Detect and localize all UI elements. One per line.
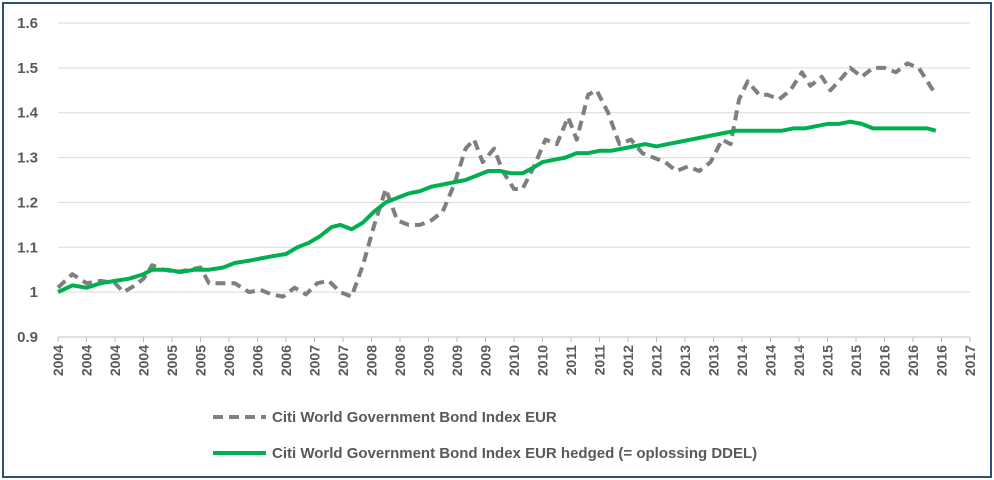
y-tick-label: 1.1 — [17, 239, 38, 256]
x-tick-label: 2006 — [278, 345, 294, 376]
x-tick-label: 2007 — [307, 345, 323, 376]
x-tick-label: 2011 — [592, 345, 608, 376]
series-group — [58, 63, 936, 296]
x-tick-label: 2014 — [734, 345, 750, 376]
x-tick-label: 2015 — [820, 345, 836, 376]
x-tick-label: 2012 — [620, 345, 636, 376]
x-tick-label: 2008 — [392, 345, 408, 376]
y-tick-label: 1.4 — [17, 105, 39, 122]
y-axis: 0.9 1 1.1 1.2 1.3 1.4 1.5 1.6 — [17, 15, 39, 346]
x-tick-label: 2009 — [421, 345, 437, 376]
x-tick-label: 2017 — [962, 345, 978, 376]
x-tick-label: 2014 — [791, 345, 807, 376]
x-tick-label: 2009 — [449, 345, 465, 376]
x-tick-label: 2007 — [335, 345, 351, 376]
x-tick-label: 2010 — [506, 345, 522, 376]
x-tick-label: 2016 — [934, 345, 950, 376]
x-tick-label: 2005 — [164, 345, 180, 376]
legend-label-nominal: Citi World Government Bond Index EUR — [272, 409, 557, 426]
x-tick-label: 2015 — [848, 345, 864, 376]
series-line-nominal — [58, 63, 936, 296]
line-chart: 0.911.11.21.31.41.51.6 2004 2004 2004 2004 2… — [0, 0, 994, 480]
legend-label-hedged: Citi World Government Bond Index EUR hed… — [272, 445, 757, 462]
y-tick-label: 1 — [30, 284, 38, 301]
y-tick-label: 1.3 — [17, 150, 38, 167]
x-tick-label: 2008 — [364, 345, 380, 376]
x-tick-label: 2004 — [107, 345, 123, 376]
x-tick-label: 2005 — [193, 345, 209, 376]
x-tick-label: 2012 — [649, 345, 665, 376]
y-tick-label: 0.9 — [17, 329, 38, 346]
x-tick-label: 2004 — [79, 345, 95, 376]
y-tick-label: 1.2 — [17, 194, 38, 211]
x-tick-label: 2010 — [535, 345, 551, 376]
x-tick-label: 2009 — [478, 345, 494, 376]
y-tick-label: 1.6 — [17, 15, 38, 32]
x-tick-label: 2004 — [50, 345, 66, 376]
x-tick-label: 2013 — [677, 345, 693, 376]
x-tick-label: 2014 — [763, 345, 779, 376]
gridlines — [58, 23, 970, 337]
x-tick-label: 2016 — [877, 345, 893, 376]
series-line-hedged — [58, 122, 936, 292]
x-tick-label: 2013 — [706, 345, 722, 376]
x-tick-label: 2006 — [221, 345, 237, 376]
x-tick-label: 2006 — [250, 345, 266, 376]
legend: Citi World Government Bond Index EUR Cit… — [213, 409, 757, 462]
x-axis: 2004 2004 2004 2004 2005 2005 2006 2006 2006 2007… — [50, 337, 978, 376]
x-tick-label: 2011 — [563, 345, 579, 376]
x-tick-label: 2016 — [905, 345, 921, 376]
x-tick-label: 2004 — [136, 345, 152, 376]
y-tick-label: 1.5 — [17, 60, 38, 77]
